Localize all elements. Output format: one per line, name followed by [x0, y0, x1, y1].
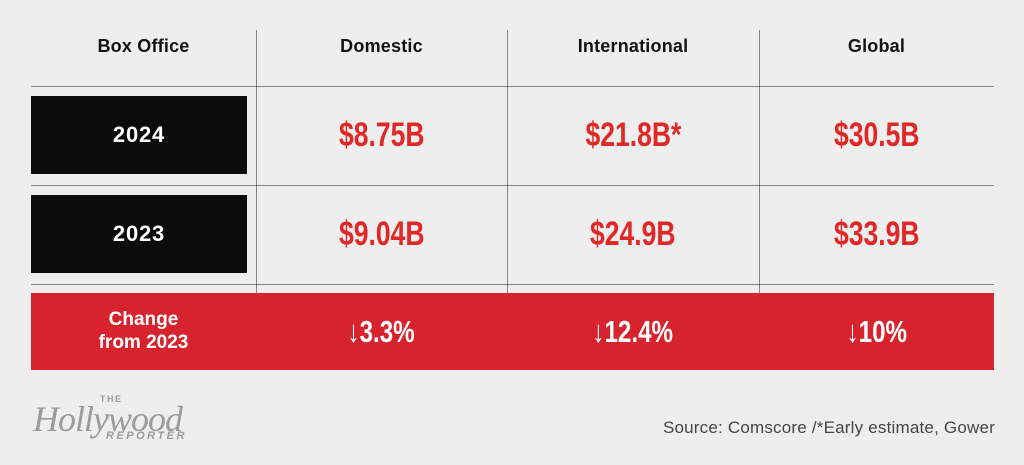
change-row-label: Change from 2023	[31, 293, 256, 370]
value-2023-global: $33.9B	[759, 185, 994, 284]
logo-the-text: THE	[100, 394, 123, 404]
column-header-global: Global	[847, 35, 906, 56]
year-label-2023: 2023	[31, 195, 247, 273]
change-row-band	[31, 293, 994, 370]
change-international: ↓12.4%	[507, 293, 759, 370]
source-credit: Source: Comscore /*Early estimate, Gower	[662, 418, 995, 437]
value-2024-international: $21.8B*	[507, 86, 759, 185]
year-label-2024: 2024	[31, 96, 247, 174]
logo-hollywood-text: Hollywood	[33, 399, 183, 439]
value-2023-international: $24.9B	[507, 185, 759, 284]
value-text: ↓10%	[846, 313, 907, 349]
value-text: $9.04B	[338, 215, 425, 253]
grid-hline-row1	[31, 185, 994, 186]
hollywood-reporter-logo: THE Hollywood REPORTER	[33, 394, 223, 448]
column-header-box-office: Box Office	[97, 35, 190, 56]
change-global: ↓10%	[759, 293, 994, 370]
value-text: $24.9B	[590, 215, 676, 253]
value-text: $33.9B	[833, 215, 920, 253]
change-domestic: ↓3.3%	[256, 293, 507, 370]
grid-vline-1	[256, 30, 257, 370]
column-header-international: International	[577, 35, 689, 56]
value-2023-domestic: $9.04B	[256, 185, 507, 284]
grid-vline-3	[759, 30, 760, 370]
change-label-line2: from 2023	[98, 331, 189, 353]
value-text: $8.75B	[338, 116, 425, 154]
value-text: ↓12.4%	[592, 313, 674, 349]
column-header-domestic: Domestic	[340, 35, 423, 56]
grid-hline-row2	[31, 284, 994, 285]
grid-vline-2	[507, 30, 508, 370]
value-2024-global: $30.5B	[759, 86, 994, 185]
value-text: $21.8B*	[585, 116, 681, 154]
change-label-line1: Change	[108, 309, 179, 331]
grid-hline-header	[31, 86, 994, 87]
value-text: ↓3.3%	[347, 313, 416, 349]
logo-reporter-text: REPORTER	[106, 430, 187, 442]
value-2024-domestic: $8.75B	[256, 86, 507, 185]
value-text: $30.5B	[833, 116, 920, 154]
